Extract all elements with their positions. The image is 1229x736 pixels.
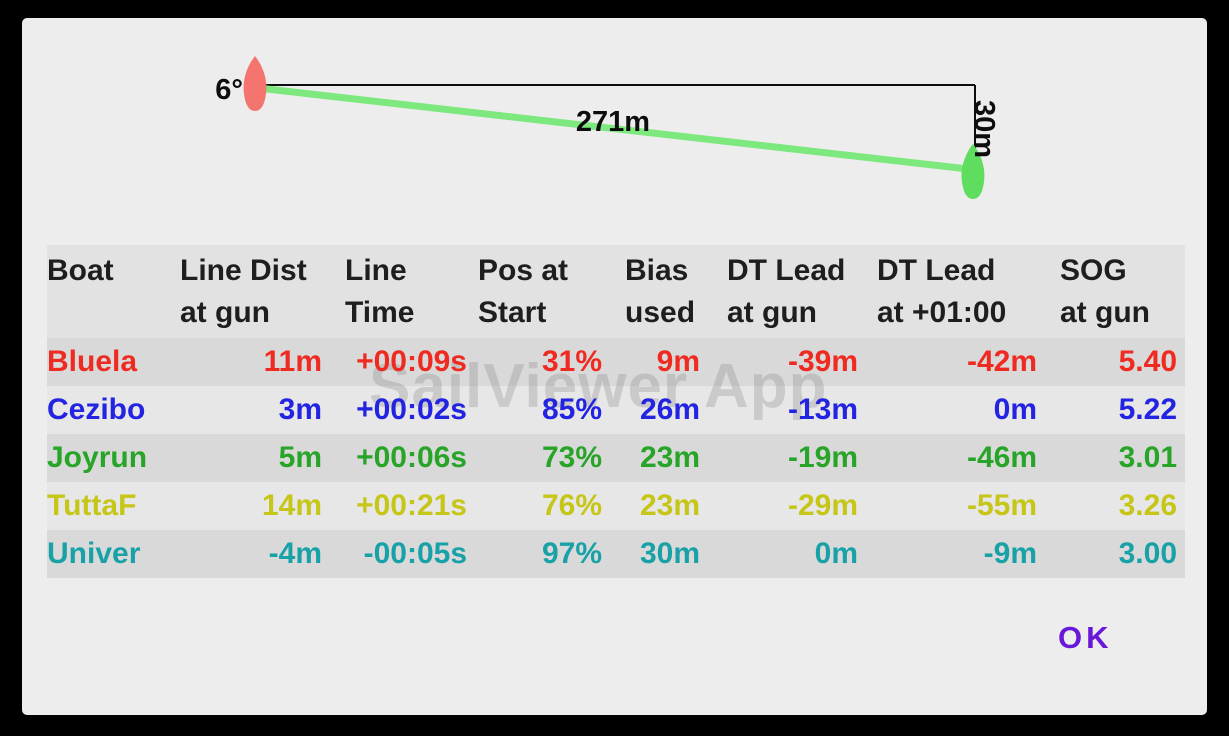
sog-gun-value: 5.40 (1118, 345, 1177, 378)
line-dist-value: 5m (278, 441, 322, 474)
header-sog-gun: SOG at gun (1060, 254, 1150, 329)
boat-name: TuttaF (47, 489, 137, 522)
line-dist-value: 11m (263, 345, 322, 378)
dt-lead-0100-value: 0m (993, 393, 1037, 426)
boat-name: Bluela (47, 345, 138, 378)
header-dt-lead-gun: DT Lead at gun (727, 254, 846, 329)
header-boat: Boat (47, 254, 114, 287)
line-time-value: +00:06s (356, 441, 467, 474)
bias-used-value: 23m (639, 489, 700, 522)
dt-lead-0100-value: -9m (983, 537, 1037, 570)
table-row-cezibo: Cezibo 3m +00:02s 85% 26m -13m 0m 5.22 (47, 386, 1185, 434)
pos-at-start-value: 76% (541, 489, 602, 522)
boat-name: Joyrun (47, 441, 148, 474)
bias-used-value: 30m (639, 537, 700, 570)
red-boat-icon (243, 56, 267, 111)
line-length-label: 271m (576, 106, 650, 138)
header-dt-lead-0100: DT Lead at +01:00 (877, 254, 1007, 329)
sog-gun-value: 3.01 (1118, 441, 1177, 474)
boat-name: Univer (47, 537, 141, 570)
line-dist-value: 3m (278, 393, 322, 426)
table-row-univer: Univer -4m -00:05s 97% 30m 0m -9m 3.00 (47, 530, 1185, 578)
bias-used-value: 23m (639, 441, 700, 474)
pos-at-start-value: 31% (541, 345, 602, 378)
pos-at-start-value: 73% (541, 441, 602, 474)
header-line-time: Line Time (345, 254, 415, 329)
green-boat-icon (961, 144, 985, 199)
line-time-value: +00:21s (356, 489, 467, 522)
app-watermark: SailViewer App (369, 352, 828, 421)
sog-gun-value: 3.26 (1118, 489, 1177, 522)
pos-at-start-value: 97% (541, 537, 602, 570)
pos-at-start-value: 85% (541, 393, 602, 426)
sog-gun-value: 3.00 (1118, 537, 1177, 570)
bias-used-value: 9m (656, 345, 700, 378)
start-analysis-dialog: 6° 271m 30m SailViewer App Boat Line Dis… (22, 18, 1207, 715)
startline-diagram: 6° 271m 30m (215, 56, 1000, 199)
line-dist-value: 14m (261, 489, 322, 522)
line-time-value: -00:05s (363, 537, 467, 570)
table-row-bluela: Bluela 11m +00:09s 31% 9m -39m -42m 5.40 (47, 338, 1185, 386)
dt-lead-gun-value: -39m (787, 345, 858, 378)
dt-lead-0100-value: -46m (966, 441, 1037, 474)
line-dist-value: -4m (268, 537, 322, 570)
results-table: Boat Line Dist at gun Line Time Pos at Star… (47, 245, 1185, 578)
ok-button[interactable]: OK (1030, 608, 1141, 668)
dt-lead-0100-value: -55m (966, 489, 1037, 522)
dt-lead-0100-value: -42m (966, 345, 1037, 378)
bias-used-value: 26m (639, 393, 700, 426)
dt-lead-gun-value: 0m (814, 537, 858, 570)
line-angle-label: 6° (215, 74, 243, 106)
line-time-value: +00:02s (356, 393, 467, 426)
table-row-tuttaf: TuttaF 14m +00:21s 76% 23m -29m -55m 3.2… (47, 482, 1185, 530)
header-line-dist: Line Dist at gun (180, 254, 307, 329)
dt-lead-gun-value: -13m (787, 393, 858, 426)
table-row-joyrun: Joyrun 5m +00:06s 73% 23m -19m -46m 3.01 (47, 434, 1185, 482)
header-pos-at-start: Pos at Start (478, 254, 569, 329)
line-time-value: +00:09s (356, 345, 467, 378)
header-bias-used: Bias used (625, 254, 696, 329)
dt-lead-gun-value: -19m (787, 441, 858, 474)
bias-distance-label: 30m (968, 100, 1000, 158)
boat-name: Cezibo (47, 393, 146, 426)
dt-lead-gun-value: -29m (787, 489, 858, 522)
sog-gun-value: 5.22 (1118, 393, 1177, 426)
start-line (257, 84, 969, 173)
table-header: Boat Line Dist at gun Line Time Pos at Star… (47, 245, 1185, 338)
